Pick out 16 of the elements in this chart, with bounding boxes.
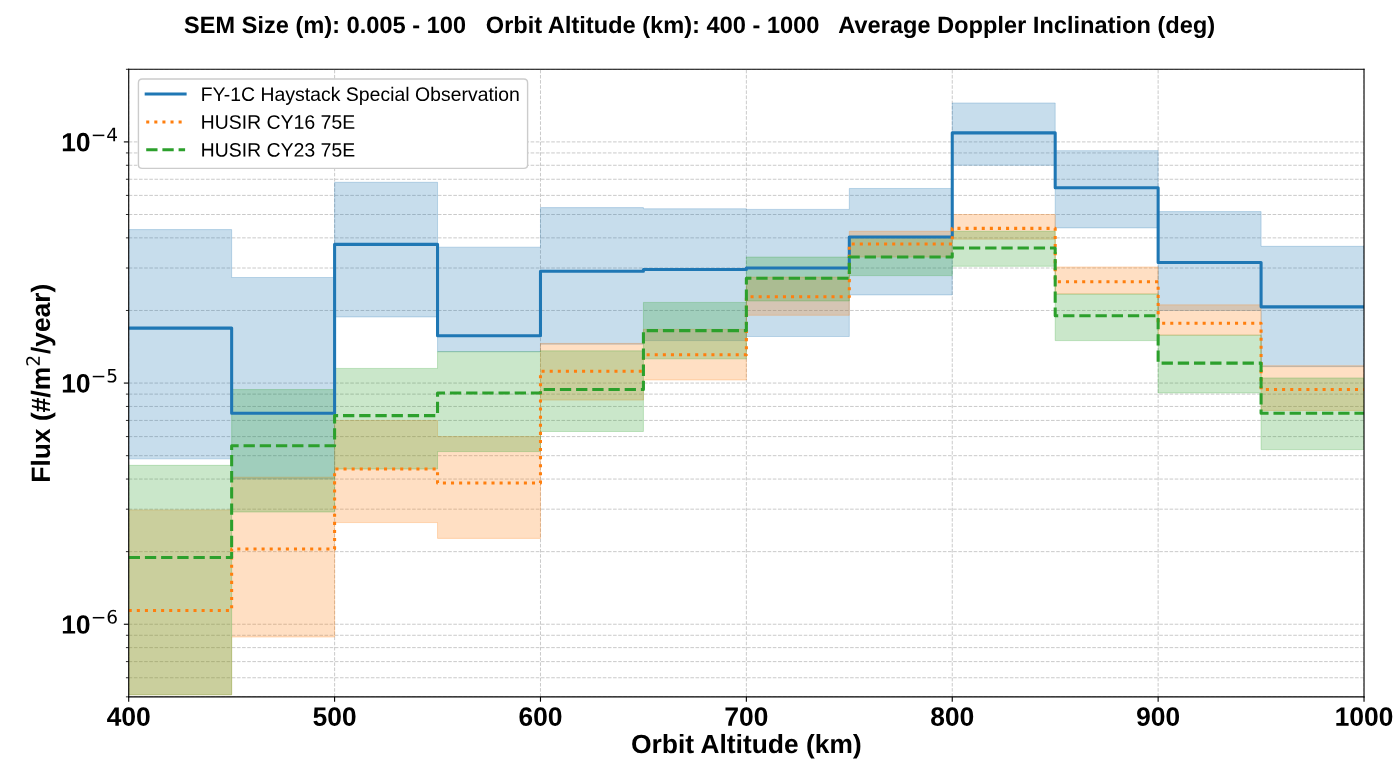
legend-label: HUSIR CY23 75E — [202, 143, 355, 157]
x-tick-label: 400 — [107, 707, 150, 726]
x-tick-label: 700 — [725, 707, 768, 726]
x-tick-label: 1000 — [1336, 707, 1393, 726]
x-axis-title: Orbit Altitude (km) — [632, 733, 861, 759]
y-tick-label: 10$^{−4}$ — [62, 127, 117, 152]
x-tick-label: 500 — [313, 707, 356, 726]
x-tick-label: 800 — [931, 707, 974, 726]
x-tick-label: 600 — [519, 707, 562, 726]
y-tick-label: 10$^{−5}$ — [62, 368, 117, 393]
y-axis-title: Flux (#/m$^{2}$/year) — [26, 285, 56, 481]
legend-label: HUSIR CY16 75E — [202, 115, 355, 129]
chart-title: SEM Size (m): 0.005 - 100 Orbit Altitude (km): 400 - 1000 Average Doppler Inclination (deg) — [184, 15, 1214, 39]
y-tick-label: 10$^{−6}$ — [62, 609, 117, 634]
x-tick-label: 900 — [1137, 707, 1180, 726]
legend-label: FY-1C Haystack Special Observation — [202, 86, 519, 105]
